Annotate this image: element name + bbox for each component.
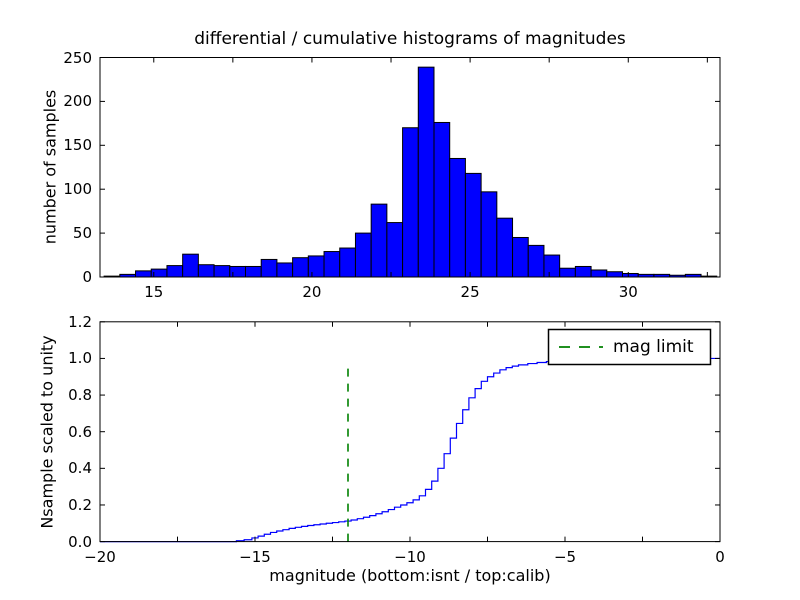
- histogram-bar: [244, 265, 262, 278]
- y-tick-label: 200: [63, 92, 92, 111]
- histogram-bar: [276, 262, 294, 278]
- x-tick-label: 15: [144, 283, 164, 301]
- histogram-bar: [402, 127, 419, 278]
- histogram-bar: [417, 66, 435, 278]
- histogram-bar: [590, 269, 608, 278]
- y-tick-label: 0.0: [68, 532, 92, 551]
- histogram-bar: [370, 203, 388, 278]
- histogram-bar: [449, 157, 466, 278]
- histogram-bar: [339, 247, 356, 278]
- histogram-bar: [307, 255, 325, 278]
- y-tick-label: 0.4: [68, 459, 92, 478]
- histogram-bar: [229, 265, 246, 278]
- y-tick-label: 100: [63, 180, 92, 199]
- y-tick-label: 50: [72, 224, 92, 243]
- histogram-bar: [386, 222, 404, 278]
- cumulative-curve: [100, 357, 720, 543]
- histogram-bar: [433, 121, 451, 278]
- histogram-bar: [480, 191, 498, 278]
- x-tick-label: −20: [84, 547, 116, 566]
- histogram-bar: [213, 265, 231, 278]
- top-y-axis-label: number of samples: [40, 89, 60, 245]
- legend-box: [547, 328, 712, 366]
- bottom-x-axis-label: magnitude (bottom:isnt / top:calib): [269, 566, 551, 585]
- x-tick-label: 30: [618, 283, 638, 301]
- y-tick-label: 250: [63, 48, 92, 67]
- histogram-bar: [135, 270, 152, 278]
- y-tick-label: 0.8: [68, 386, 92, 405]
- histogram-bar: [622, 272, 639, 278]
- y-tick-label: 0.2: [68, 495, 92, 514]
- bottom-y-axis-label: Nsample scaled to unity: [37, 335, 57, 529]
- legend-label: mag limit: [613, 337, 694, 357]
- histogram-bar: [464, 172, 482, 278]
- y-tick-label: 150: [63, 136, 92, 155]
- histogram-bar: [354, 232, 372, 278]
- x-tick-label: 25: [460, 283, 480, 301]
- histogram-bar: [606, 271, 624, 278]
- y-tick-label: 1.2: [68, 312, 92, 331]
- histogram-bar: [496, 217, 514, 278]
- x-tick-label: 20: [302, 283, 322, 301]
- histogram-bar: [260, 258, 278, 278]
- histogram-bar: [543, 254, 561, 278]
- histogram-bar: [512, 236, 529, 278]
- y-tick-label: 0: [82, 268, 92, 286]
- histogram-bar: [559, 267, 576, 278]
- histogram-bar: [574, 265, 592, 278]
- y-tick-label: 1.0: [68, 349, 92, 368]
- histogram-bar: [527, 244, 545, 278]
- histogram-bar: [197, 264, 215, 278]
- histogram-bar: [323, 251, 341, 278]
- y-tick-label: 0.6: [68, 422, 92, 441]
- x-tick-label: −15: [239, 547, 271, 566]
- histogram-bar: [166, 265, 184, 278]
- x-tick-label: 0: [715, 547, 725, 566]
- x-tick-label: −10: [394, 547, 426, 566]
- histogram-bar: [292, 257, 309, 278]
- x-tick-label: −5: [553, 547, 577, 566]
- histogram-bar: [182, 253, 199, 278]
- figure-title: differential / cumulative histograms of …: [194, 29, 626, 49]
